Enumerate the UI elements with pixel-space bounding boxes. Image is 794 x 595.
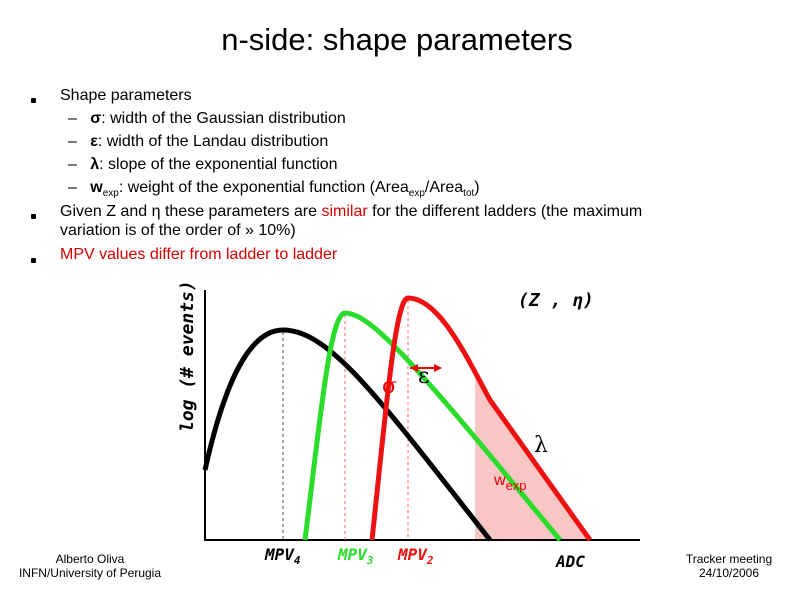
sub-text: ) [474, 179, 480, 196]
subscript: tot [463, 188, 475, 200]
bullet [31, 258, 36, 263]
bullet [31, 214, 36, 219]
symbol: ε [90, 133, 98, 150]
symbol: σ [90, 110, 102, 127]
w-label: wexp [493, 472, 527, 493]
symbol: λ [90, 156, 100, 173]
affiliation: INFN/University of Perugia [18, 566, 162, 580]
slide-title: n-side: shape parameters [221, 22, 573, 57]
curve [369, 295, 593, 542]
arrow-head [434, 364, 442, 372]
mpv-sub: 4 [294, 554, 301, 567]
sub-bullet: – λ: slope of the exponential function [68, 156, 338, 173]
arrow-head [410, 364, 418, 372]
text: Given Z and η these parameters are [60, 203, 322, 220]
x-label: ADC [555, 552, 585, 571]
corner-label: (Z , η) [518, 290, 594, 311]
sigma: σ [382, 374, 397, 399]
mpv-sub: 3 [366, 554, 374, 567]
mpv-label: MPV4 [264, 545, 301, 567]
mpv: MPV [337, 545, 368, 564]
date: 24/10/2006 [698, 566, 760, 580]
w-sub: exp [506, 478, 527, 493]
y-label: log (# events) [177, 280, 198, 432]
sub-text: : weight of the exponential function (Ar… [118, 179, 409, 196]
author: Alberto Oliva [55, 552, 125, 566]
mpv: MPV [264, 545, 295, 564]
w: w [493, 472, 506, 489]
mpv: MPV [397, 545, 428, 564]
meeting: Tracker meeting [685, 552, 773, 566]
bullet-text: Given Z and η these parameters are simil… [60, 203, 642, 221]
footer-left: Alberto Oliva INFN/University of Perugia [0, 552, 180, 580]
sub-text: : width of the Gaussian distribution [101, 110, 346, 127]
curve [302, 310, 562, 542]
bullet [31, 98, 36, 103]
bullet-text: Shape parameters [60, 87, 192, 104]
subscript: exp [102, 188, 119, 200]
symbol: w [90, 179, 103, 196]
curve [202, 327, 492, 542]
highlight: similar [321, 203, 368, 220]
sub-bullet: – σ: width of the Gaussian distribution [68, 110, 346, 127]
bullet-text: MPV values differ from ladder to ladder [60, 246, 338, 263]
mpv-label: MPV3 [337, 545, 374, 567]
text: for the different ladders (the maximum [367, 203, 643, 220]
subscript: exp [408, 188, 425, 200]
sub-text: : slope of the exponential function [99, 156, 338, 173]
mpv-label: MPV2 [397, 545, 434, 567]
mpv-sub: 2 [426, 554, 434, 567]
footer-right: Tracker meeting 24/10/2006 [664, 552, 794, 580]
lambda: λ [534, 433, 548, 458]
sub-bullet: – ε: width of the Landau distribution [68, 133, 329, 150]
sub-text: /Area [424, 179, 464, 196]
exp-area [475, 378, 590, 540]
bullet-text: variation is of the order of » 10%) [60, 222, 296, 239]
sub-bullet: – wexp: weight of the exponential functi… [68, 179, 480, 200]
epsilon: ε [418, 364, 429, 389]
sub-text: : width of the Landau distribution [97, 133, 329, 150]
